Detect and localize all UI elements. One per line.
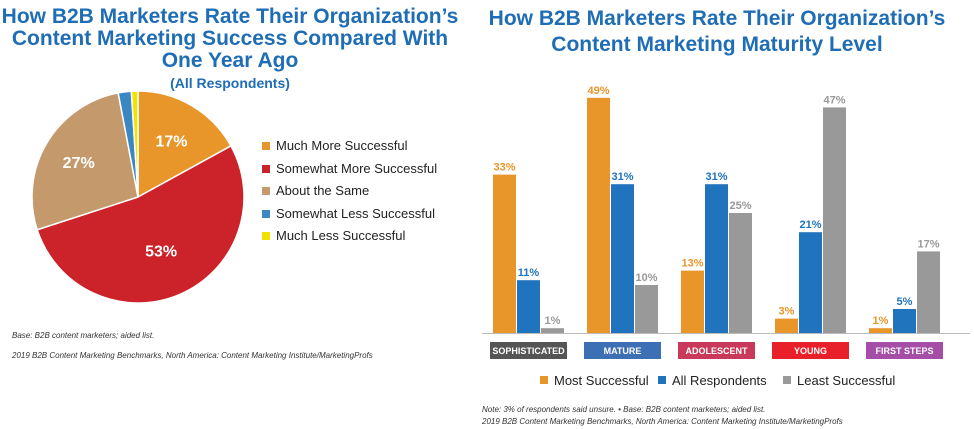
bar-sophisticated-most-successful bbox=[493, 174, 516, 333]
category-label-mature: MATURE bbox=[604, 346, 642, 356]
bar-label-sophisticated-least-successful: 1% bbox=[545, 315, 561, 327]
bar-sophisticated-least-successful bbox=[541, 328, 564, 333]
bar-label-first-steps-all-respondents: 5% bbox=[897, 296, 913, 308]
category-label-adolescent: ADOLESCENT bbox=[685, 346, 748, 356]
category-box-sophisticated bbox=[490, 342, 567, 359]
category-label-sophisticated: SOPHISTICATED bbox=[492, 346, 565, 356]
bar-legend-swatch-all-respondents bbox=[658, 376, 666, 384]
pie-label-much-more-successful: 17% bbox=[155, 133, 187, 150]
category-label-first-steps: FIRST STEPS bbox=[875, 346, 933, 356]
pie-slice-somewhat-more-successful bbox=[36, 144, 245, 304]
category-box-young bbox=[772, 342, 849, 359]
bar-note: Note: 3% of respondents said unsure. • B… bbox=[482, 405, 766, 414]
bar-source-note: 2019 B2B Content Marketing Benchmarks, N… bbox=[482, 417, 843, 426]
bar-first-steps-most-successful bbox=[869, 328, 892, 333]
bar-young-least-successful bbox=[823, 107, 846, 334]
legend-label-somewhat-more-successful: Somewhat More Successful bbox=[276, 160, 438, 176]
bar-adolescent-all-respondents bbox=[705, 184, 728, 333]
bar-legend-label-all-respondents: All Respondents bbox=[672, 373, 767, 388]
bar-adolescent-least-successful bbox=[729, 213, 752, 333]
bar-first-steps-all-respondents bbox=[893, 309, 916, 333]
category-box-first-steps bbox=[866, 342, 943, 359]
bar-mature-all-respondents bbox=[611, 184, 634, 333]
bar-label-mature-most-successful: 49% bbox=[587, 85, 609, 97]
legend-label-about-the-same: About the Same bbox=[276, 183, 370, 198]
bar-young-all-respondents bbox=[799, 232, 822, 333]
bar-chart-panel: How B2B Marketers Rate Their Organizatio… bbox=[460, 0, 974, 429]
bar-label-young-least-successful: 47% bbox=[823, 94, 845, 106]
bar-legend-swatch-least-successful bbox=[783, 376, 791, 384]
bar-legend-label-least-successful: Least Successful bbox=[797, 373, 895, 388]
legend-swatch-somewhat-less-successful bbox=[262, 209, 270, 218]
category-box-mature bbox=[584, 342, 661, 359]
bar-label-first-steps-least-successful: 17% bbox=[917, 238, 939, 250]
bar-chart-title: How B2B Marketers Rate Their Organizatio… bbox=[488, 7, 946, 56]
bar-label-sophisticated-all-respondents: 11% bbox=[518, 267, 540, 279]
pie-chart-subtitle: (All Respondents) bbox=[170, 75, 290, 91]
legend-swatch-much-more-successful bbox=[262, 142, 270, 150]
pie-label-somewhat-more-successful: 53% bbox=[145, 244, 177, 261]
legend-swatch-much-less-successful bbox=[262, 232, 270, 240]
legend-swatch-about-the-same bbox=[262, 187, 270, 195]
pie-label-about-the-same: 27% bbox=[63, 155, 95, 172]
bar-label-adolescent-least-successful: 25% bbox=[729, 200, 751, 212]
bar-label-young-most-successful: 3% bbox=[779, 306, 795, 318]
bar-label-sophisticated-most-successful: 33% bbox=[493, 162, 515, 174]
bar-adolescent-most-successful bbox=[681, 270, 704, 333]
pie-slice-much-more-successful bbox=[137, 90, 232, 199]
legend-label-much-more-successful: Much More Successful bbox=[276, 138, 408, 153]
pie-base-note: Base: B2B content marketers; aided list. bbox=[12, 331, 155, 340]
bar-legend-label-most-successful: Most Successful bbox=[554, 373, 649, 388]
bar-legend-swatch-most-successful bbox=[540, 376, 548, 384]
legend-label-much-less-successful: Much Less Successful bbox=[276, 228, 406, 243]
legend-swatch-somewhat-more-successful bbox=[262, 164, 270, 173]
bar-label-young-all-respondents: 21% bbox=[799, 219, 821, 231]
pie-source-note: 2019 B2B Content Marketing Benchmarks, N… bbox=[12, 351, 373, 360]
bar-first-steps-least-successful bbox=[917, 251, 940, 333]
pie-slice-about-the-same bbox=[31, 91, 139, 231]
bar-label-adolescent-most-successful: 13% bbox=[681, 258, 703, 270]
bar-label-mature-least-successful: 10% bbox=[635, 272, 657, 284]
bar-chart: 33% 11% 1% SOPHISTICATED 49% 31% 10% MATURE 13% 3… bbox=[482, 85, 970, 388]
bar-young-most-successful bbox=[775, 318, 798, 333]
bar-mature-least-successful bbox=[635, 285, 658, 333]
bar-label-mature-all-respondents: 31% bbox=[611, 171, 633, 183]
category-label-young: YOUNG bbox=[794, 346, 827, 356]
legend-label-somewhat-less-successful: Somewhat Less Successful bbox=[276, 205, 435, 221]
bar-sophisticated-all-respondents bbox=[517, 280, 540, 333]
pie-slice-much-less-successful bbox=[130, 90, 139, 198]
bar-label-first-steps-most-successful: 1% bbox=[873, 315, 889, 327]
pie-chart-panel: How B2B Marketers Rate Their Organizatio… bbox=[0, 0, 460, 429]
bar-label-adolescent-all-respondents: 31% bbox=[705, 171, 727, 183]
category-box-adolescent bbox=[678, 342, 755, 359]
bar-mature-most-successful bbox=[587, 97, 610, 333]
pie-chart-title: How B2B Marketers Rate Their Organizatio… bbox=[1, 5, 459, 72]
pie-chart: 17%53%27%2%1% bbox=[31, 90, 245, 304]
